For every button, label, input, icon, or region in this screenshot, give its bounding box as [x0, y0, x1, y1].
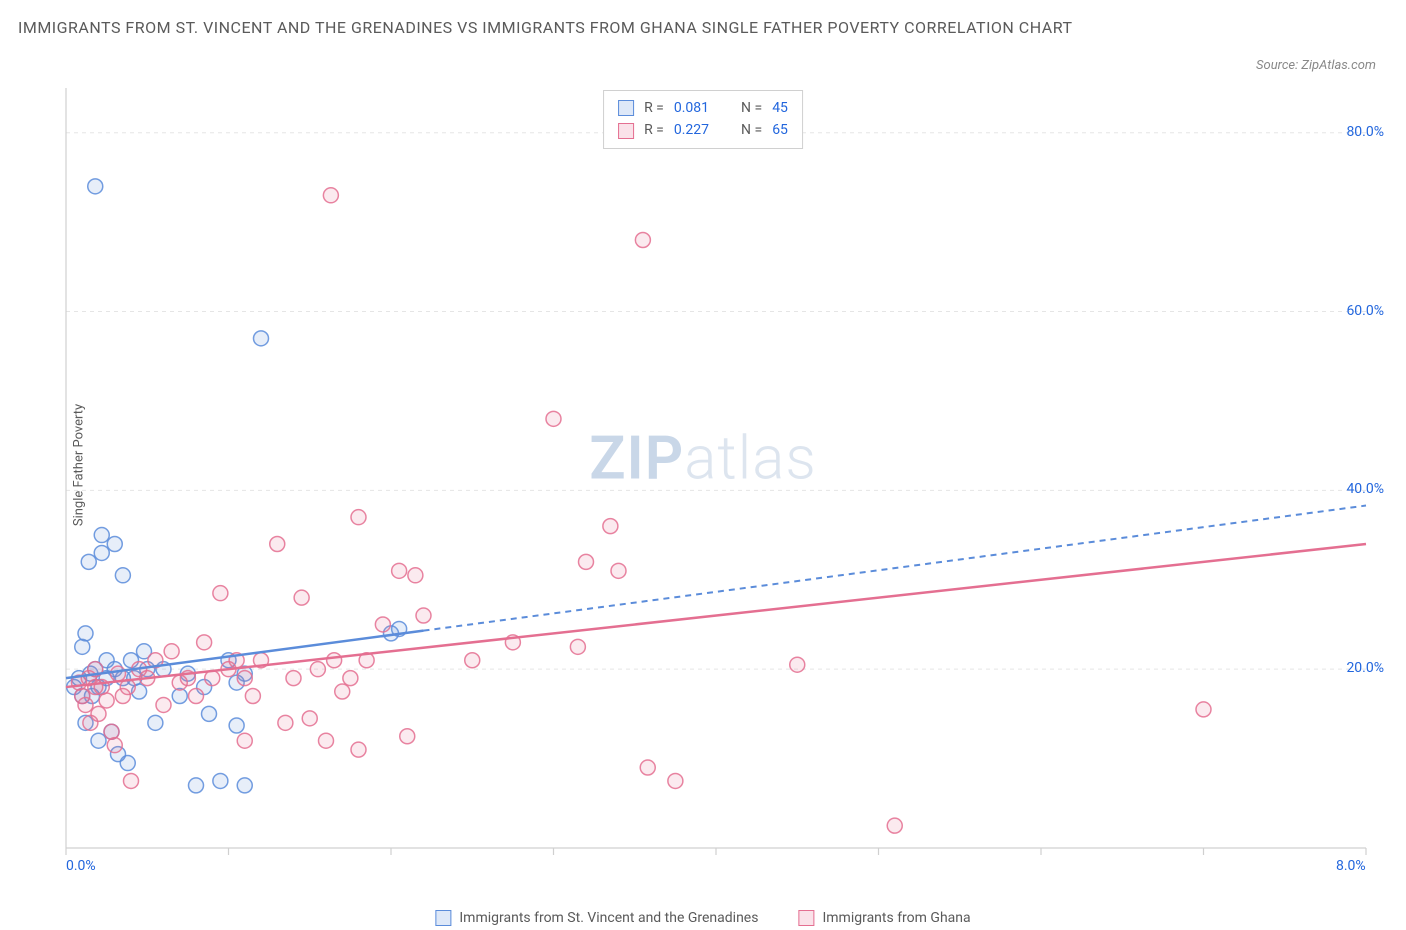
chart-title: IMMIGRANTS FROM ST. VINCENT AND THE GREN…: [18, 16, 1206, 40]
n-label: N =: [741, 119, 762, 141]
x-tick-label: 8.0%: [1336, 858, 1366, 874]
n-label: N =: [741, 97, 762, 119]
r-label: R =: [644, 97, 664, 119]
legend-swatch: [618, 100, 634, 116]
r-value: 0.081: [674, 97, 709, 119]
r-value: 0.227: [674, 119, 709, 141]
stats-row: R = 0.081 N = 45: [618, 97, 788, 119]
legend-swatch: [435, 910, 451, 926]
correlation-stats-box: R = 0.081 N = 45 R = 0.227 N = 65: [603, 90, 803, 149]
n-value: 45: [772, 97, 788, 119]
legend-swatch: [798, 910, 814, 926]
chart-area: [52, 88, 1380, 876]
n-value: 65: [772, 119, 788, 141]
bottom-legend: Immigrants from St. Vincent and the Gren…: [435, 910, 970, 926]
source-attribution: Source: ZipAtlas.com: [1256, 58, 1376, 73]
stats-row: R = 0.227 N = 65: [618, 119, 788, 141]
y-tick-label: 20.0%: [1346, 660, 1384, 676]
y-tick-label: 80.0%: [1346, 124, 1384, 140]
legend-item: Immigrants from St. Vincent and the Gren…: [435, 910, 758, 926]
scatter-plot: [52, 88, 1380, 876]
x-tick-label: 0.0%: [66, 858, 96, 874]
legend-label: Immigrants from St. Vincent and the Gren…: [459, 910, 758, 926]
y-tick-label: 40.0%: [1346, 481, 1384, 497]
legend-swatch: [618, 123, 634, 139]
legend-label: Immigrants from Ghana: [822, 910, 970, 926]
y-tick-label: 60.0%: [1346, 303, 1384, 319]
r-label: R =: [644, 119, 664, 141]
legend-item: Immigrants from Ghana: [798, 910, 970, 926]
